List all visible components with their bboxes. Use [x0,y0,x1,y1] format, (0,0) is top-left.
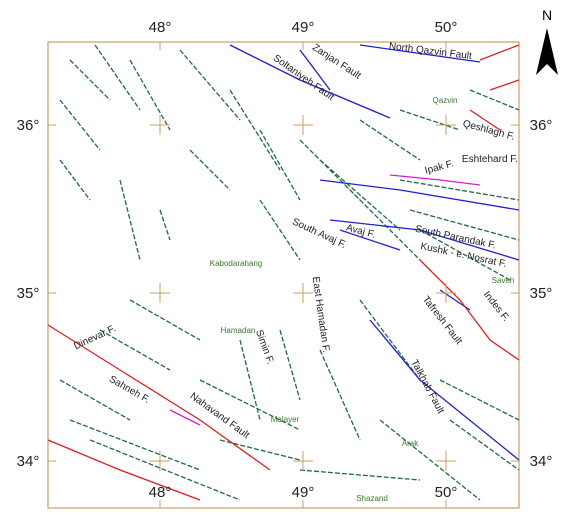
lon-label: 50° [435,19,458,36]
lat-label: 36° [530,117,553,134]
fault-label: North Qazvin Fault [388,41,472,62]
lat-label: 35° [530,285,553,302]
city-label: Malayer [271,415,300,424]
lat-label: 34° [530,453,553,470]
lon-label: 50° [435,484,458,501]
fault-label: Zanjan Fault [310,42,363,82]
city-label: Shazand [356,494,388,503]
lon-label: 48° [149,484,172,501]
lat-label: 34° [17,453,40,470]
city-label: Saveh [492,276,515,285]
fault-label: East Hamadan F. [310,276,332,354]
lon-label: 48° [149,19,172,36]
fault-label: Talkhab Fault [408,358,446,416]
map: 48° 49° 50° 48° 49° 50° 36° 35° 34° 36° … [0,0,563,524]
city-label: Arak [402,439,419,448]
fault-label: Ipak F. [424,158,455,176]
fault-label: Simin F. [253,329,275,366]
city-label: Hamadan [221,326,256,335]
north-arrow [536,28,558,75]
lat-label: 35° [17,285,40,302]
fault-label: Sahneh F. [107,374,152,406]
fault-label: Eshtehard F. [462,154,518,165]
north-label: N [542,7,552,23]
city-label: Qazvin [433,96,458,105]
lat-label: 36° [17,117,40,134]
fault-label: Dinevar F. [72,323,117,352]
lon-label: 49° [292,484,315,501]
fault-label: Indes F. [481,289,511,323]
lon-label: 49° [292,19,315,36]
fault-lines [48,45,519,500]
city-label: Kabodarahang [210,259,263,268]
